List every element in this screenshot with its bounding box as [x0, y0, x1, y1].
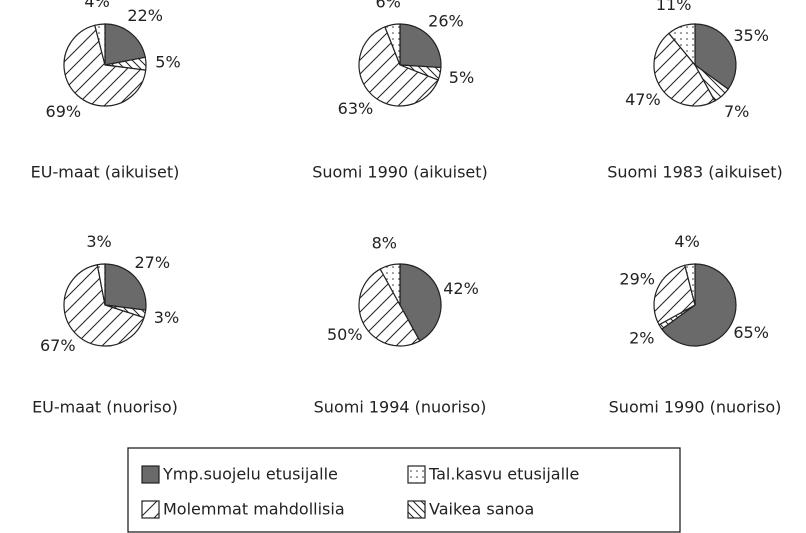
- pie-title: EU-maat (aikuiset): [31, 163, 180, 182]
- pie-wedge: [668, 23, 696, 67]
- legend-swatch: [141, 500, 160, 519]
- value-label: 26%: [428, 11, 464, 30]
- pie-wedge: [684, 263, 696, 306]
- pie-wedge: [63, 264, 145, 347]
- pie-wedge: [384, 23, 401, 66]
- legend-label: Molemmat mahdollisia: [163, 500, 345, 519]
- value-label: 2%: [629, 328, 654, 347]
- value-label: 29%: [619, 269, 655, 288]
- pie-title: Suomi 1994 (nuoriso): [314, 398, 487, 417]
- pie-title: EU-maat (nuoriso): [32, 398, 178, 417]
- value-label: 65%: [733, 323, 769, 342]
- value-label: 63%: [338, 99, 374, 118]
- pie-wedge: [96, 263, 106, 306]
- legend-swatch: [407, 500, 426, 519]
- pie-wedge: [104, 23, 146, 66]
- pie-title: Suomi 1990 (nuoriso): [609, 398, 782, 417]
- legend-label: Tal.kasvu etusijalle: [428, 465, 579, 484]
- pie-title: Suomi 1990 (aikuiset): [312, 163, 488, 182]
- value-label: 7%: [724, 102, 749, 121]
- legend-label: Vaikea sanoa: [429, 500, 534, 519]
- pie-wedge: [94, 23, 106, 66]
- value-label: 5%: [155, 53, 180, 72]
- value-label: 35%: [733, 26, 769, 45]
- value-label: 5%: [449, 68, 474, 87]
- value-label: 27%: [134, 253, 170, 272]
- value-label: 69%: [46, 102, 82, 121]
- pie-wedge: [399, 23, 442, 69]
- value-label: 3%: [154, 308, 179, 327]
- pie-wedge: [653, 264, 696, 326]
- legend-label: Ymp.suojelu etusijalle: [162, 465, 338, 484]
- legend-swatch: [141, 465, 160, 484]
- value-label: 50%: [327, 325, 363, 344]
- value-label: 4%: [84, 0, 109, 11]
- value-label: 47%: [625, 90, 661, 109]
- pie-wedge: [694, 23, 737, 90]
- legend-box: [127, 447, 681, 533]
- value-label: 6%: [375, 0, 400, 12]
- value-label: 8%: [372, 233, 397, 252]
- value-label: 3%: [86, 232, 111, 251]
- value-label: 22%: [127, 6, 163, 25]
- pie-wedge: [358, 26, 439, 107]
- pie-wedge: [660, 263, 737, 347]
- pie-title: Suomi 1983 (aikuiset): [607, 163, 783, 182]
- pie-wedge: [104, 263, 147, 311]
- pie-wedge: [653, 32, 716, 107]
- pie-wedge: [358, 268, 421, 347]
- value-label: 11%: [656, 0, 692, 14]
- pie-wedge: [63, 24, 147, 107]
- pie-wedge: [399, 263, 442, 342]
- legend-swatch: [407, 465, 426, 484]
- value-label: 4%: [674, 232, 699, 251]
- pie-wedge: [379, 263, 401, 306]
- value-label: 67%: [40, 336, 76, 355]
- value-label: 42%: [443, 279, 479, 298]
